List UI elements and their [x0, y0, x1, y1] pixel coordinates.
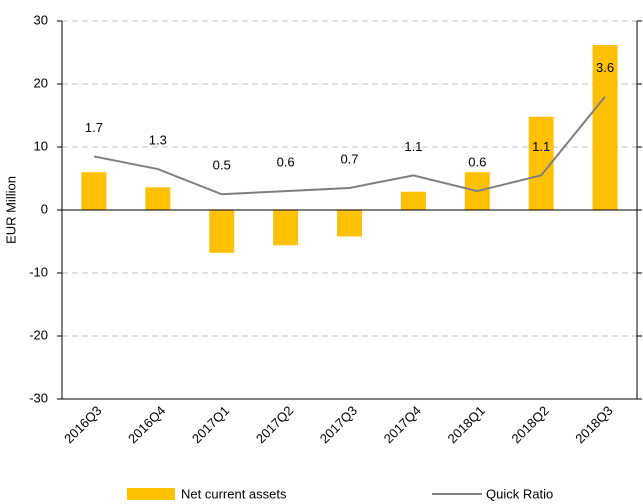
bar — [209, 210, 235, 253]
legend-swatch — [127, 488, 175, 500]
bar — [81, 172, 107, 210]
legend-label: Quick Ratio — [486, 486, 553, 501]
bar — [400, 191, 426, 210]
x-tick-label: 2018Q2 — [508, 403, 551, 446]
bar — [145, 187, 171, 210]
data-label: 0.6 — [277, 155, 295, 170]
y-tick-label: 20 — [34, 75, 48, 90]
line — [93, 95, 606, 196]
data-label: 1.1 — [404, 139, 422, 154]
bar — [528, 116, 554, 210]
data-label: 1.7 — [85, 120, 103, 135]
data-label: 0.7 — [340, 151, 358, 166]
y-tick-label: 10 — [34, 138, 48, 153]
data-label: 0.6 — [468, 155, 486, 170]
y-tick-label: 30 — [34, 12, 48, 27]
bar — [592, 44, 618, 210]
x-tick-label: 2016Q4 — [125, 403, 168, 446]
bar — [337, 210, 362, 237]
x-tick-label: 2017Q1 — [189, 403, 232, 446]
data-label: 1.1 — [532, 139, 550, 154]
data-label: 0.5 — [213, 158, 231, 173]
data-label: 1.3 — [149, 132, 167, 147]
x-tick-label: 2017Q4 — [381, 403, 424, 446]
y-tick-label: -10 — [29, 264, 48, 279]
x-tick-label: 2018Q3 — [572, 403, 615, 446]
y-tick-label: -20 — [29, 327, 48, 342]
bar — [273, 210, 299, 246]
x-tick-label: 2017Q2 — [253, 403, 296, 446]
y-axis-label: EUR Million — [3, 176, 18, 244]
x-tick-label: 2017Q3 — [317, 403, 360, 446]
y-tick-label: 0 — [41, 201, 48, 216]
x-tick-label: 2016Q3 — [61, 403, 104, 446]
x-tick-label: 2018Q1 — [445, 403, 488, 446]
legend-label: Net current assets — [181, 486, 287, 501]
data-label: 3.6 — [596, 60, 614, 75]
y-tick-label: -30 — [29, 390, 48, 405]
